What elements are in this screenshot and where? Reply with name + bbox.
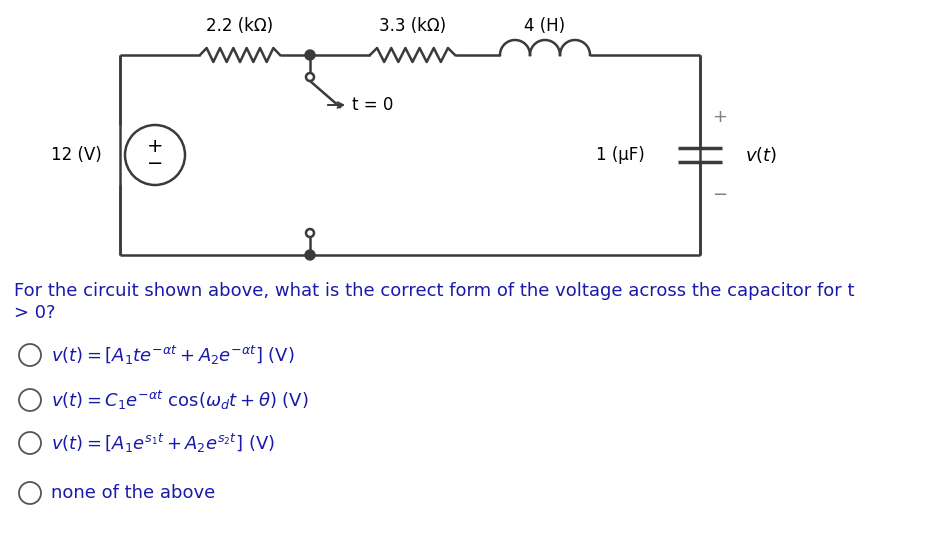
Text: $v(t) = [A_1 t e^{-\alpha t} + A_2 e^{-\alpha t}]\ \mathrm{(V)}$: $v(t) = [A_1 t e^{-\alpha t} + A_2 e^{-\…	[51, 343, 295, 367]
Circle shape	[305, 50, 315, 60]
Circle shape	[306, 229, 314, 237]
Text: t = 0: t = 0	[352, 96, 393, 114]
Text: −: −	[713, 186, 728, 204]
Text: 1 (μF): 1 (μF)	[597, 146, 645, 164]
Text: For the circuit shown above, what is the correct form of the voltage across the : For the circuit shown above, what is the…	[14, 282, 855, 300]
Text: $v(t) = [A_1 e^{s_1 t} + A_2 e^{s_2 t}]\ \mathrm{(V)}$: $v(t) = [A_1 e^{s_1 t} + A_2 e^{s_2 t}]\…	[51, 432, 275, 454]
Circle shape	[19, 432, 41, 454]
Circle shape	[19, 344, 41, 366]
Text: $v(t)$: $v(t)$	[745, 145, 778, 165]
Circle shape	[125, 125, 185, 185]
Text: none of the above: none of the above	[51, 484, 215, 502]
Text: $v(t) = C_1 e^{-\alpha t}\ \cos(\omega_d t + \theta)\ \mathrm{(V)}$: $v(t) = C_1 e^{-\alpha t}\ \cos(\omega_d…	[51, 389, 309, 411]
Text: 4 (H): 4 (H)	[524, 17, 566, 35]
Circle shape	[306, 73, 314, 81]
Circle shape	[305, 250, 315, 260]
Text: 3.3 (kΩ): 3.3 (kΩ)	[379, 17, 446, 35]
Circle shape	[19, 482, 41, 504]
Text: 12 (V): 12 (V)	[52, 146, 102, 164]
Circle shape	[19, 389, 41, 411]
Text: +: +	[146, 136, 163, 155]
Text: > 0?: > 0?	[14, 304, 55, 322]
Text: +: +	[713, 108, 728, 126]
Text: −: −	[147, 154, 163, 173]
Text: 2.2 (kΩ): 2.2 (kΩ)	[206, 17, 274, 35]
